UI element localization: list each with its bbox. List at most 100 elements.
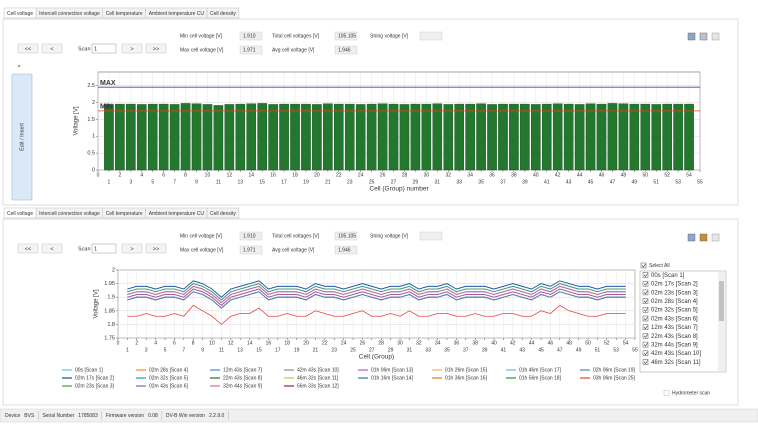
- icon[interactable]: [711, 233, 720, 242]
- legend-label[interactable]: 01h 06m [Scan 13]: [371, 368, 414, 374]
- bar: [640, 103, 651, 171]
- legend-label[interactable]: 02m 23s [Scan 3]: [75, 384, 115, 390]
- icon[interactable]: [711, 32, 720, 41]
- scan-item-label[interactable]: 12m 43s [Scan 7]: [651, 325, 698, 331]
- nav-button-label[interactable]: <<: [25, 246, 31, 252]
- checkbox[interactable]: [642, 307, 649, 313]
- scan-item-label[interactable]: 00s [Scan 1]: [651, 273, 685, 279]
- tab[interactable]: [206, 207, 240, 219]
- side-toggle[interactable]: »: [17, 63, 20, 69]
- nav-button-label[interactable]: >: [130, 246, 133, 252]
- field-box: [239, 231, 263, 241]
- scroll-thumb[interactable]: [719, 281, 724, 321]
- tab-label[interactable]: Cell voltage: [7, 11, 33, 17]
- scan-item-label[interactable]: 42m 43s [Scan 10]: [651, 351, 701, 357]
- legend-label[interactable]: 01h 16m [Scan 14]: [371, 376, 414, 382]
- nav-button-label[interactable]: <: [50, 246, 53, 252]
- nav-button-label[interactable]: >>: [153, 46, 159, 52]
- checkbox[interactable]: [642, 359, 649, 365]
- nav-button[interactable]: [145, 43, 167, 54]
- tab-label[interactable]: Cell density: [210, 11, 236, 17]
- scan-item-label[interactable]: 02m 43s [Scan 6]: [651, 316, 698, 322]
- side-button-label[interactable]: Edit / Insert: [19, 123, 25, 151]
- legend-label[interactable]: 01h 36m [Scan 16]: [445, 376, 488, 382]
- tab-label[interactable]: Cell density: [210, 211, 236, 217]
- scan-item-label[interactable]: 22m 43s [Scan 8]: [651, 334, 698, 340]
- legend-label[interactable]: 00s [Scan 1]: [75, 368, 103, 374]
- nav-button-label[interactable]: >: [130, 46, 133, 52]
- hydrometer-label[interactable]: Hydrometer scan: [672, 391, 710, 397]
- checkbox[interactable]: [663, 390, 670, 396]
- checkbox[interactable]: [640, 262, 647, 269]
- nav-button-label[interactable]: <: [50, 46, 53, 52]
- checkbox[interactable]: [642, 315, 649, 322]
- x-tick-label: 32: [445, 172, 451, 178]
- legend-label[interactable]: 01h 56m [Scan 18]: [519, 376, 562, 382]
- tab-label[interactable]: Intercell connection voltage: [39, 211, 100, 217]
- scan-input[interactable]: [91, 43, 117, 54]
- scan-item-label[interactable]: 02m 17s [Scan 2]: [651, 282, 698, 288]
- checkbox[interactable]: [642, 333, 649, 339]
- checkbox[interactable]: [642, 350, 649, 357]
- legend-label[interactable]: 02h 06m [Scan 19]: [593, 368, 636, 374]
- x-tick-label: 42: [555, 172, 561, 178]
- nav-button-label[interactable]: >>: [153, 246, 159, 252]
- legend-label[interactable]: 02m 17s [Scan 2]: [75, 376, 115, 382]
- bar: [301, 103, 311, 171]
- legend-label[interactable]: 22m 43s [Scan 8]: [223, 376, 263, 382]
- nav-button[interactable]: [121, 243, 143, 254]
- legend-label[interactable]: 46m 32s [Scan 11]: [297, 376, 339, 382]
- tab[interactable]: [206, 7, 240, 19]
- checkbox[interactable]: [642, 272, 649, 278]
- scan-item-label[interactable]: 32m 44s [Scan 9]: [651, 342, 698, 348]
- nav-button[interactable]: [17, 43, 39, 54]
- field-label: Total cell voltages [V]: [272, 33, 320, 39]
- nav-button[interactable]: [41, 43, 63, 54]
- scan-input-value[interactable]: 1: [94, 46, 97, 52]
- x-tick-label: 29: [413, 179, 419, 185]
- scan-item-label[interactable]: 02m 28s [Scan 4]: [651, 299, 698, 305]
- tab-label[interactable]: Cell voltage: [7, 211, 33, 217]
- checkbox[interactable]: [642, 289, 649, 296]
- icon[interactable]: [699, 32, 708, 41]
- tab-label[interactable]: Cell temperature: [106, 211, 143, 217]
- legend-label[interactable]: 03h 06m [Scan 25]: [593, 376, 636, 382]
- scan-item-label[interactable]: 02m 32s [Scan 5]: [651, 308, 698, 314]
- nav-button[interactable]: [145, 243, 167, 254]
- legend-label[interactable]: 42m 43s [Scan 10]: [297, 368, 339, 374]
- icon[interactable]: [687, 233, 696, 242]
- bar: [618, 103, 629, 171]
- nav-button-label[interactable]: <<: [25, 46, 31, 52]
- nav-button[interactable]: [121, 43, 143, 54]
- scan-item-label[interactable]: 46m 32s [Scan 11]: [651, 360, 701, 366]
- tab-label[interactable]: Cell temperature: [106, 11, 143, 17]
- legend-label[interactable]: 01h 26m [Scan 15]: [445, 368, 488, 374]
- legend-label[interactable]: 32m 44s [Scan 9]: [223, 384, 263, 390]
- x-tick-label: 48: [566, 340, 572, 346]
- select-all-label[interactable]: Select All: [649, 263, 670, 269]
- legend-label[interactable]: 01h 46m [Scan 17]: [519, 368, 562, 374]
- legend-label[interactable]: 12m 43s [Scan 7]: [223, 368, 263, 374]
- scan-input[interactable]: [91, 243, 117, 254]
- legend-label[interactable]: 02m 32s [Scan 5]: [149, 376, 189, 382]
- field-label: Min cell voltage [V]: [180, 33, 223, 39]
- nav-button[interactable]: [17, 243, 39, 254]
- checkbox[interactable]: [642, 280, 649, 287]
- icon[interactable]: [699, 233, 708, 242]
- x-tick-label: 46: [599, 172, 605, 178]
- legend-label[interactable]: 02m 43s [Scan 6]: [149, 384, 189, 390]
- tab-label[interactable]: Ambient temperature CU: [149, 211, 205, 217]
- legend-label[interactable]: 02m 28s [Scan 4]: [149, 368, 189, 374]
- legend-label[interactable]: 56m 33s [Scan 12]: [297, 384, 339, 390]
- checkbox[interactable]: [642, 298, 649, 304]
- scan-input-value[interactable]: 1: [94, 246, 97, 252]
- checkbox[interactable]: [642, 341, 649, 348]
- tab-label[interactable]: Intercell connection voltage: [39, 11, 100, 17]
- nav-button[interactable]: [41, 243, 63, 254]
- field-value: 1.910: [243, 234, 256, 240]
- tab-label[interactable]: Ambient temperature CU: [149, 11, 205, 17]
- checkbox[interactable]: [642, 324, 649, 330]
- icon[interactable]: [687, 32, 696, 41]
- scan-item-label[interactable]: 02m 23s [Scan 3]: [651, 290, 698, 296]
- side-button[interactable]: [11, 73, 33, 201]
